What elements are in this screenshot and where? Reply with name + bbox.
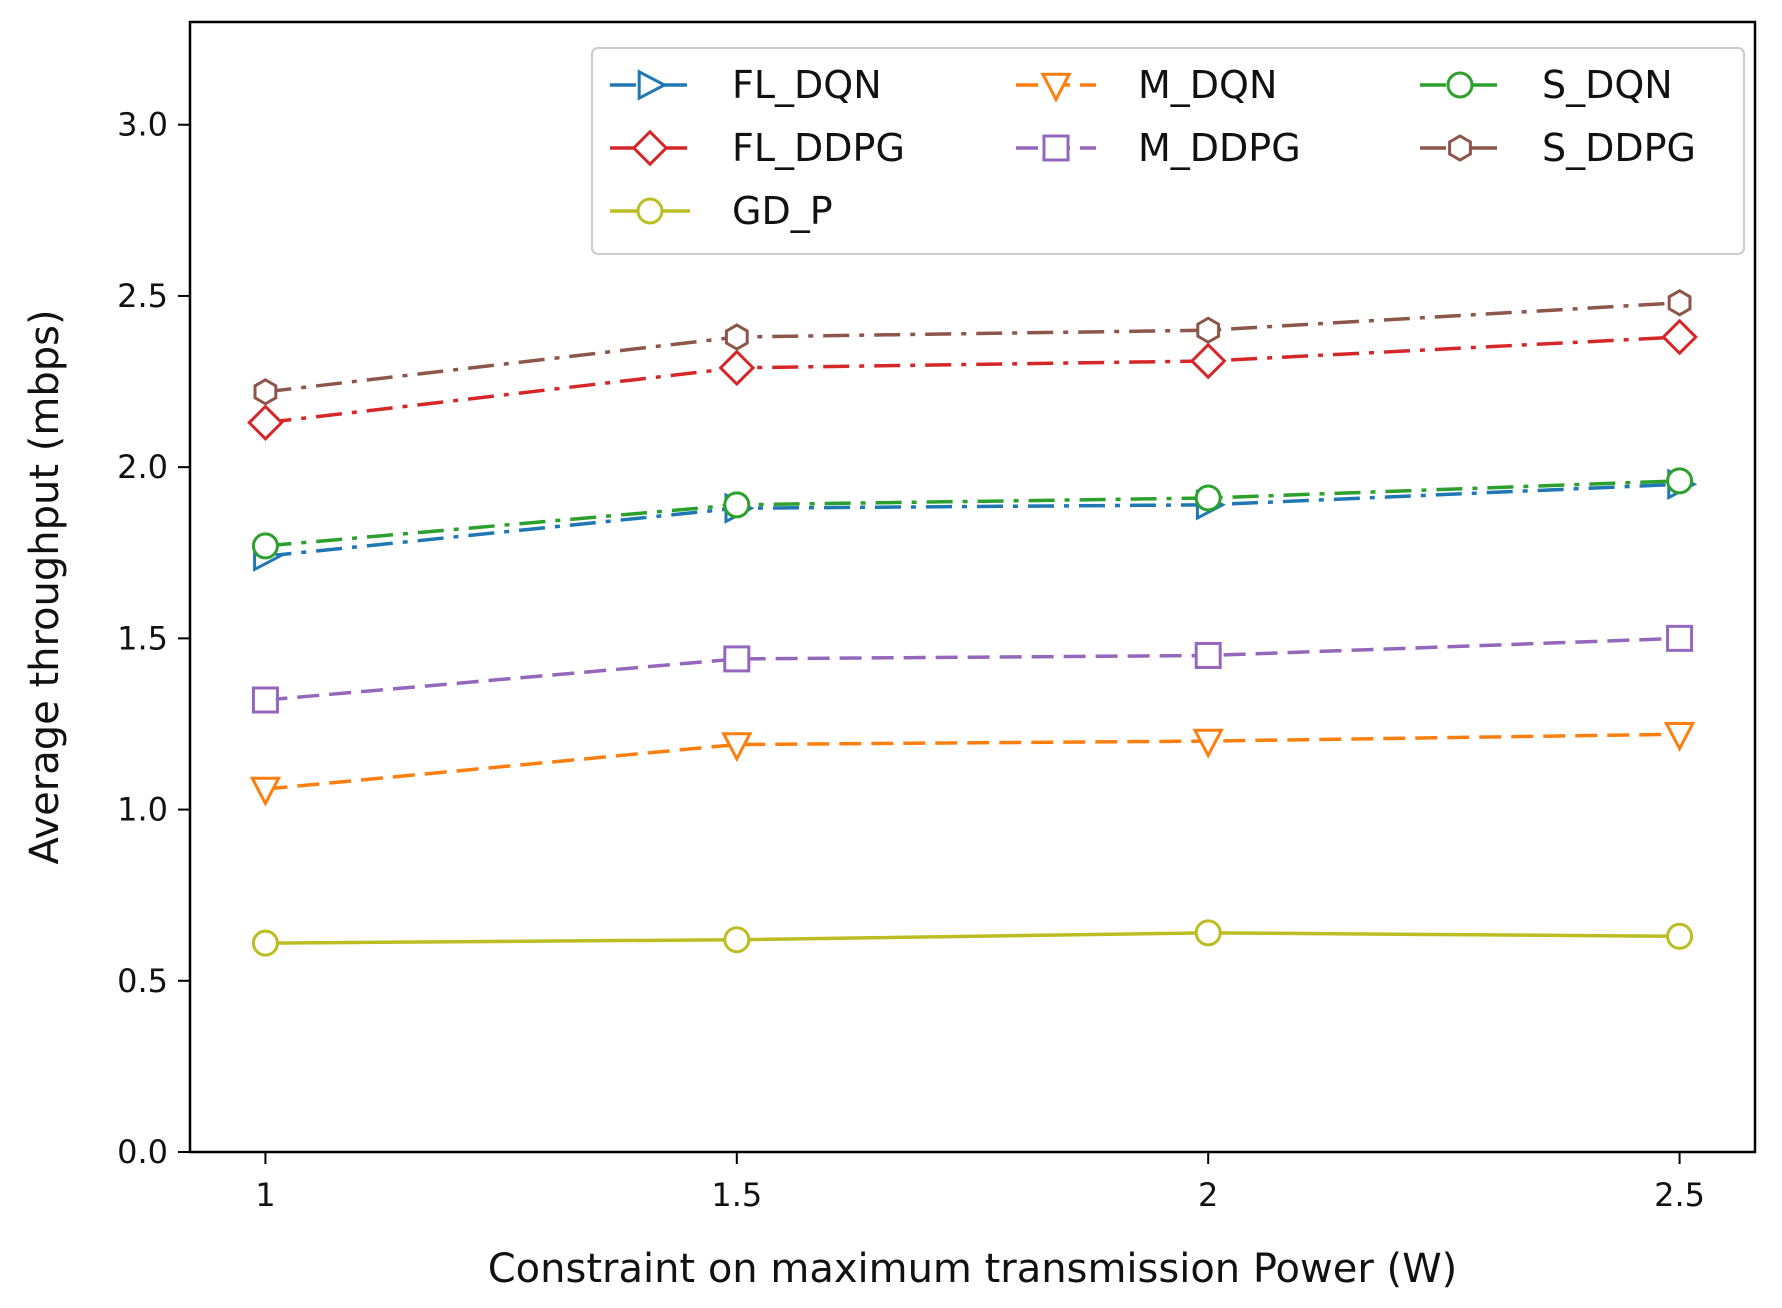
series-fl-dqn xyxy=(253,468,1698,572)
x-axis-label: Constraint on maximum transmission Power… xyxy=(488,1246,1458,1292)
y-tick-label: 0.0 xyxy=(117,1133,168,1171)
data-point xyxy=(1194,484,1222,512)
legend-marker xyxy=(1446,71,1474,99)
legend-label: M_DQN xyxy=(1138,63,1277,107)
series-m-dqn xyxy=(249,721,1696,807)
series-line xyxy=(265,636,1680,702)
data-point xyxy=(1666,467,1694,495)
series-s-dqn xyxy=(251,467,1694,560)
data-point xyxy=(1189,342,1227,380)
legend-item: GD_P xyxy=(610,189,833,233)
series-fl-ddpg xyxy=(247,318,1698,441)
data-point xyxy=(251,929,279,957)
legend: FL_DQN M_DQN S_DQN FL_DDPG M_DDPG S_DDPG GD_P xyxy=(591,47,1745,255)
data-point xyxy=(251,686,279,714)
legend-item: FL_DQN xyxy=(610,63,882,107)
legend-marker xyxy=(1042,134,1070,162)
legend-marker xyxy=(636,197,664,225)
legend-box xyxy=(591,47,1745,255)
series-s-ddpg xyxy=(253,289,1692,406)
x-axis: 1 1.5 2 2.5 xyxy=(255,1152,1705,1214)
legend-label: FL_DDPG xyxy=(732,126,905,170)
series-layer xyxy=(247,289,1698,957)
series-line xyxy=(265,931,1680,945)
data-point xyxy=(724,323,749,351)
series-line xyxy=(265,479,1680,548)
y-tick-label: 2.5 xyxy=(117,277,168,315)
data-point xyxy=(723,645,751,673)
data-point xyxy=(1666,922,1694,950)
series-line xyxy=(265,482,1680,558)
legend-marker xyxy=(637,69,668,101)
x-tick-label: 2 xyxy=(1198,1176,1218,1214)
data-point xyxy=(1194,919,1222,947)
data-point xyxy=(1666,624,1694,652)
data-point xyxy=(1194,641,1222,669)
plot-area xyxy=(188,20,1757,1154)
legend-item: S_DQN xyxy=(1420,63,1673,107)
data-point xyxy=(249,776,282,807)
series-m-ddpg xyxy=(251,624,1694,714)
y-tick-label: 1.0 xyxy=(117,791,168,829)
legend-label: S_DDPG xyxy=(1542,126,1696,170)
y-axis-label: Average throughput (mbps) xyxy=(22,309,68,864)
data-point xyxy=(1661,318,1698,356)
legend-marker xyxy=(1448,134,1472,162)
series-gd-p xyxy=(251,919,1694,957)
data-point xyxy=(251,532,279,560)
series-line xyxy=(265,335,1680,425)
x-tick-label: 1.5 xyxy=(711,1176,762,1214)
data-point xyxy=(1667,289,1692,317)
y-tick-label: 0.5 xyxy=(117,962,168,1000)
y-tick-label: 2.0 xyxy=(117,448,168,486)
legend-label: FL_DQN xyxy=(732,63,882,107)
legend-label: S_DQN xyxy=(1542,63,1673,107)
legend-label: M_DDPG xyxy=(1138,126,1301,170)
data-point xyxy=(721,732,753,763)
legend-item: M_DQN xyxy=(1016,63,1277,107)
y-axis: 0.0 0.5 1.0 1.5 2.0 2.5 3.0 xyxy=(117,106,190,1171)
plot-frame xyxy=(188,20,1757,1154)
y-tick-label: 1.5 xyxy=(117,619,168,657)
legend-item: M_DDPG xyxy=(1016,126,1301,170)
legend-item: FL_DDPG xyxy=(610,126,905,170)
data-point xyxy=(1192,728,1224,759)
y-tick-label: 3.0 xyxy=(117,106,168,144)
legend-label: GD_P xyxy=(732,189,833,233)
data-point xyxy=(1196,316,1221,344)
data-point xyxy=(1663,721,1696,752)
legend-marker xyxy=(631,129,669,167)
x-tick-label: 2.5 xyxy=(1654,1176,1705,1214)
series-line xyxy=(265,732,1680,791)
data-point xyxy=(723,926,751,954)
legend-marker xyxy=(1040,72,1072,103)
x-tick-label: 1 xyxy=(255,1176,275,1214)
data-point xyxy=(718,349,756,387)
data-point xyxy=(247,404,284,441)
data-point xyxy=(723,491,751,519)
series-line xyxy=(265,301,1680,394)
legend-item: S_DDPG xyxy=(1420,126,1696,170)
data-point xyxy=(253,378,278,406)
